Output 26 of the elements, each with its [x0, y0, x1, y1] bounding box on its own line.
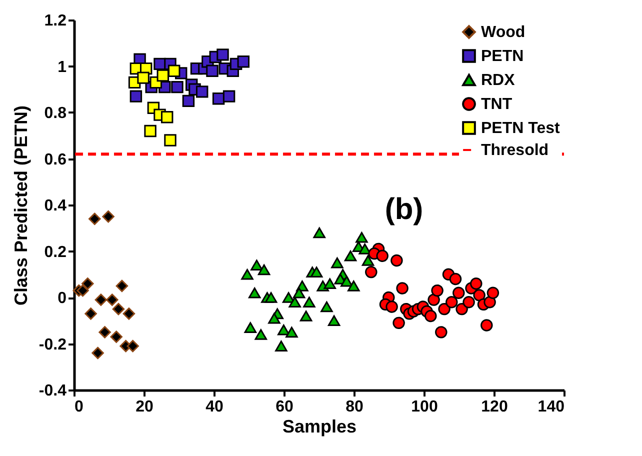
ref-line-label: Thresold — [481, 142, 549, 159]
y-tick-label: 0.2 — [44, 244, 67, 261]
x-tick-label: 120 — [481, 398, 508, 416]
y-axis-title: Class Predicted (PETN) — [10, 105, 31, 306]
x-axis-title: Samples — [282, 416, 357, 436]
x-tick-label: 60 — [276, 398, 294, 416]
x-tick-label: 0 — [74, 398, 84, 416]
y-tick-label: 0.6 — [44, 151, 67, 168]
x-tick-label: 140 — [538, 398, 565, 416]
legend-label: RDX — [481, 72, 516, 89]
y-tick-label: -0.4 — [38, 382, 67, 400]
legend-label: PETN Test — [481, 120, 560, 137]
x-tick-label: 100 — [411, 398, 438, 416]
y-tick-label: 0.8 — [44, 105, 67, 122]
y-tick-label: 0.4 — [44, 198, 67, 214]
legend-label: Wood — [481, 24, 526, 41]
y-tick-label: 0 — [58, 290, 67, 307]
x-tick-label: 40 — [206, 398, 224, 416]
y-tick-label: -0.2 — [38, 336, 67, 354]
annotation: (b) — [384, 193, 424, 226]
legend-label: TNT — [481, 96, 512, 113]
legend-label: PETN — [481, 48, 524, 65]
x-tick-label: 80 — [346, 398, 364, 416]
y-tick-label: 1.2 — [44, 12, 67, 30]
x-tick-label: 20 — [136, 398, 154, 416]
y-tick-label: 1 — [58, 58, 67, 76]
